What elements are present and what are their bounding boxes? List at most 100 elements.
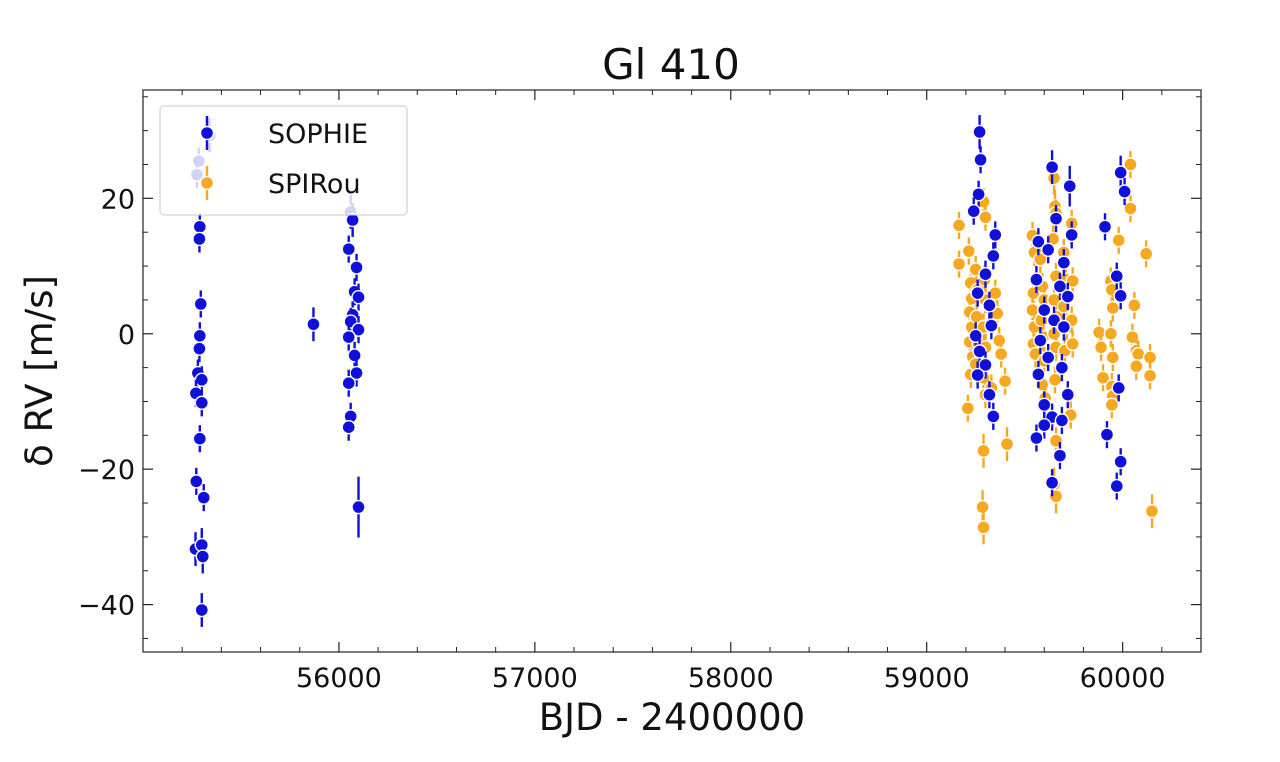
point-spirou	[1065, 336, 1080, 352]
point-spirou	[1033, 252, 1048, 267]
point-sophie	[351, 322, 366, 337]
point-spirou	[1091, 325, 1107, 340]
x-tick-label: 56000	[296, 663, 382, 694]
point-sophie	[1060, 387, 1075, 402]
point-sophie	[351, 289, 366, 305]
point-spirou	[960, 401, 976, 416]
point-sophie	[1109, 269, 1124, 284]
x-axis-title: BJD - 2400000	[539, 696, 805, 739]
axis-ticks: 56000 57000 58000 59000 60000 −40 −20 0 20	[78, 90, 1201, 694]
chart-title: Gl 410	[602, 40, 740, 89]
point-spirou	[997, 373, 1013, 389]
point-sophie	[1033, 333, 1048, 348]
point-sophie	[1044, 159, 1060, 175]
point-sophie	[1029, 272, 1044, 287]
point-sophie	[1054, 360, 1070, 375]
point-spirou	[951, 256, 967, 272]
point-sophie	[1056, 255, 1072, 270]
point-spirou	[1047, 372, 1063, 388]
point-sophie	[192, 231, 207, 247]
y-tick-label: 20	[101, 184, 135, 215]
point-sophie	[341, 241, 356, 257]
point-sophie	[1029, 430, 1044, 446]
legend-spirou-marker	[199, 175, 215, 191]
x-tick-label: 59000	[884, 663, 970, 694]
point-sophie	[971, 187, 986, 202]
point-spirou	[1103, 326, 1119, 341]
point-sophie	[341, 420, 356, 435]
point-sophie	[1040, 242, 1056, 257]
point-sophie	[1064, 227, 1079, 243]
point-sophie	[978, 357, 993, 373]
point-spirou	[988, 285, 1003, 301]
point-sophie	[1044, 475, 1060, 490]
y-tick-label: 0	[118, 320, 135, 351]
legend: SOPHIE SPIRou	[159, 105, 408, 216]
series-spirou	[951, 150, 1160, 545]
point-spirou	[1131, 346, 1146, 362]
point-sophie	[986, 248, 1001, 264]
point-sophie	[984, 318, 999, 333]
point-sophie	[972, 344, 987, 359]
point-sophie	[970, 285, 985, 301]
point-sophie	[1113, 288, 1128, 304]
point-sophie	[1037, 417, 1052, 433]
point-sophie	[1031, 234, 1046, 249]
series-sophie	[188, 115, 1132, 627]
point-sophie	[1109, 478, 1124, 494]
point-sophie	[1117, 184, 1132, 199]
point-sophie	[341, 329, 356, 345]
point-sophie	[1037, 302, 1052, 318]
point-sophie	[1037, 397, 1052, 413]
point-spirou	[1123, 157, 1138, 172]
point-sophie	[1062, 178, 1077, 194]
point-spirou	[1142, 368, 1158, 383]
plot-data-layer	[188, 115, 1160, 627]
point-spirou	[1104, 397, 1120, 413]
point-sophie	[196, 490, 211, 505]
point-sophie	[1097, 219, 1113, 234]
point-sophie	[341, 375, 356, 391]
point-spirou	[978, 210, 993, 225]
point-spirou	[1105, 350, 1121, 365]
point-spirou	[1095, 370, 1111, 385]
point-spirou	[1144, 503, 1160, 519]
plot-frame	[142, 89, 1202, 653]
legend-sophie-marker	[199, 125, 215, 141]
point-sophie	[1113, 165, 1128, 180]
point-sophie	[973, 152, 988, 167]
point-spirou	[976, 443, 991, 459]
point-sophie	[1040, 350, 1056, 365]
point-spirou	[1127, 298, 1142, 313]
point-sophie	[1111, 380, 1126, 396]
point-sophie	[982, 387, 997, 402]
point-sophie	[306, 317, 321, 332]
legend-sophie-label: SOPHIE	[268, 119, 368, 150]
point-spirou	[991, 333, 1007, 348]
point-sophie	[1052, 448, 1068, 463]
point-sophie	[1060, 289, 1075, 304]
y-tick-label: −20	[78, 455, 135, 486]
point-sophie	[986, 409, 1001, 424]
point-sophie	[970, 367, 985, 383]
point-sophie	[966, 204, 981, 219]
point-sophie	[988, 227, 1003, 243]
point-spirou	[976, 520, 991, 535]
point-spirou	[1123, 201, 1138, 216]
point-sophie	[194, 602, 209, 618]
point-sophie	[193, 296, 208, 312]
point-spirou	[1142, 350, 1158, 365]
point-sophie	[349, 365, 364, 381]
point-spirou	[1093, 340, 1109, 355]
point-sophie	[1099, 427, 1115, 442]
point-spirou	[1105, 300, 1121, 316]
point-sophie	[1046, 313, 1062, 328]
point-sophie	[194, 372, 209, 388]
point-sophie	[1113, 454, 1128, 469]
point-spirou	[999, 436, 1015, 452]
point-sophie	[1048, 211, 1064, 226]
point-spirou	[1129, 359, 1144, 374]
point-spirou	[951, 218, 967, 233]
point-sophie	[1052, 279, 1068, 294]
